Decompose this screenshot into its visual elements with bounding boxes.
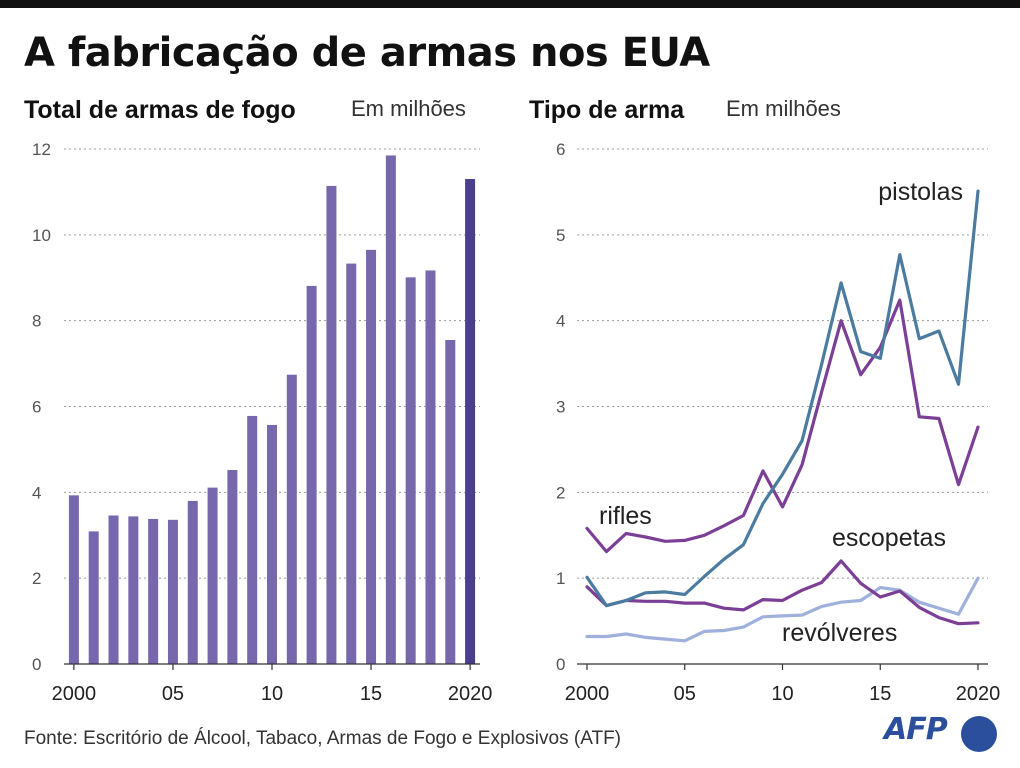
bar-2018 xyxy=(425,270,436,664)
bar-2017 xyxy=(405,277,416,664)
bar-2020 xyxy=(465,179,476,664)
bar-2007 xyxy=(207,487,218,664)
line-y-tick-0: 0 xyxy=(556,655,565,674)
bar-x-tick-05: 05 xyxy=(162,683,184,705)
series-line-rifles xyxy=(585,298,980,554)
series-label-escopetas: escopetas xyxy=(832,524,946,552)
bar-chart-unit: Em milhões xyxy=(351,96,466,121)
line-chart: 0 1 2 3 4 5 6 2000 05 10 15 2020 pistolas rifles escop… xyxy=(556,140,1001,705)
bar-y-tick-6: 6 xyxy=(32,398,41,417)
bar-2019 xyxy=(445,339,456,664)
line-x-tick-2020: 2020 xyxy=(956,683,1001,705)
bar-chart-title: Total de armas de fogo xyxy=(24,96,296,124)
bar-x-tick-2000: 2000 xyxy=(52,683,97,705)
bar-chart: 0 2 4 6 8 10 12 2000 05 10 15 2020 xyxy=(32,140,493,705)
series-label-pistolas: pistolas xyxy=(878,178,963,206)
bar-2011 xyxy=(286,374,297,664)
bar-2010 xyxy=(267,424,277,664)
bar-y-tick-0: 0 xyxy=(32,655,41,674)
bar-y-tick-2: 2 xyxy=(32,569,41,588)
series-line-pistolas xyxy=(585,189,980,608)
bar-y-tick-4: 4 xyxy=(32,483,41,502)
line-chart-title: Tipo de arma xyxy=(529,96,685,124)
bar-2004 xyxy=(148,518,159,664)
bar-2009 xyxy=(247,415,258,664)
bar-x-tick-15: 15 xyxy=(360,683,382,705)
bar-x-tick-2020: 2020 xyxy=(448,683,493,705)
line-y-tick-4: 4 xyxy=(556,312,565,331)
bar-2008 xyxy=(227,470,238,664)
series-label-rifles: rifles xyxy=(599,502,652,530)
bar-y-tick-8: 8 xyxy=(32,312,41,331)
line-x-tick-2000: 2000 xyxy=(565,683,610,705)
line-y-tick-5: 5 xyxy=(556,226,565,245)
line-y-tick-3: 3 xyxy=(556,398,565,417)
source-note: Fonte: Escritório de Álcool, Tabaco, Arm… xyxy=(24,728,621,749)
line-y-tick-1: 1 xyxy=(556,569,565,588)
afp-logo: AFP xyxy=(884,712,948,747)
bar-2013 xyxy=(326,185,337,665)
bar-2000 xyxy=(68,495,79,664)
line-y-tick-6: 6 xyxy=(556,140,565,159)
bar-2002 xyxy=(108,515,119,664)
bar-x-tick-10: 10 xyxy=(261,683,283,705)
bar-2005 xyxy=(167,519,178,664)
series-line-escopetas xyxy=(585,559,980,626)
line-y-tick-2: 2 xyxy=(556,483,565,502)
line-x-tick-10: 10 xyxy=(771,683,793,705)
bar-2014 xyxy=(346,263,357,664)
line-x-tick-05: 05 xyxy=(674,683,696,705)
bar-2006 xyxy=(187,500,198,664)
bar-2003 xyxy=(128,516,139,664)
series-line-revolveres xyxy=(585,576,980,643)
page-title: A fabricação de armas nos EUA xyxy=(24,30,710,76)
line-x-tick-15: 15 xyxy=(869,683,891,705)
bar-2016 xyxy=(385,155,396,664)
bar-2015 xyxy=(366,249,377,664)
bar-2001 xyxy=(88,531,99,664)
afp-logo-dot-icon xyxy=(961,716,997,752)
top-rule xyxy=(0,0,1020,8)
series-label-revolveres: revólveres xyxy=(782,619,897,647)
line-chart-unit: Em milhões xyxy=(726,96,841,121)
bar-y-tick-10: 10 xyxy=(32,226,51,245)
bar-y-tick-12: 12 xyxy=(32,140,51,159)
bar-2012 xyxy=(306,285,317,664)
